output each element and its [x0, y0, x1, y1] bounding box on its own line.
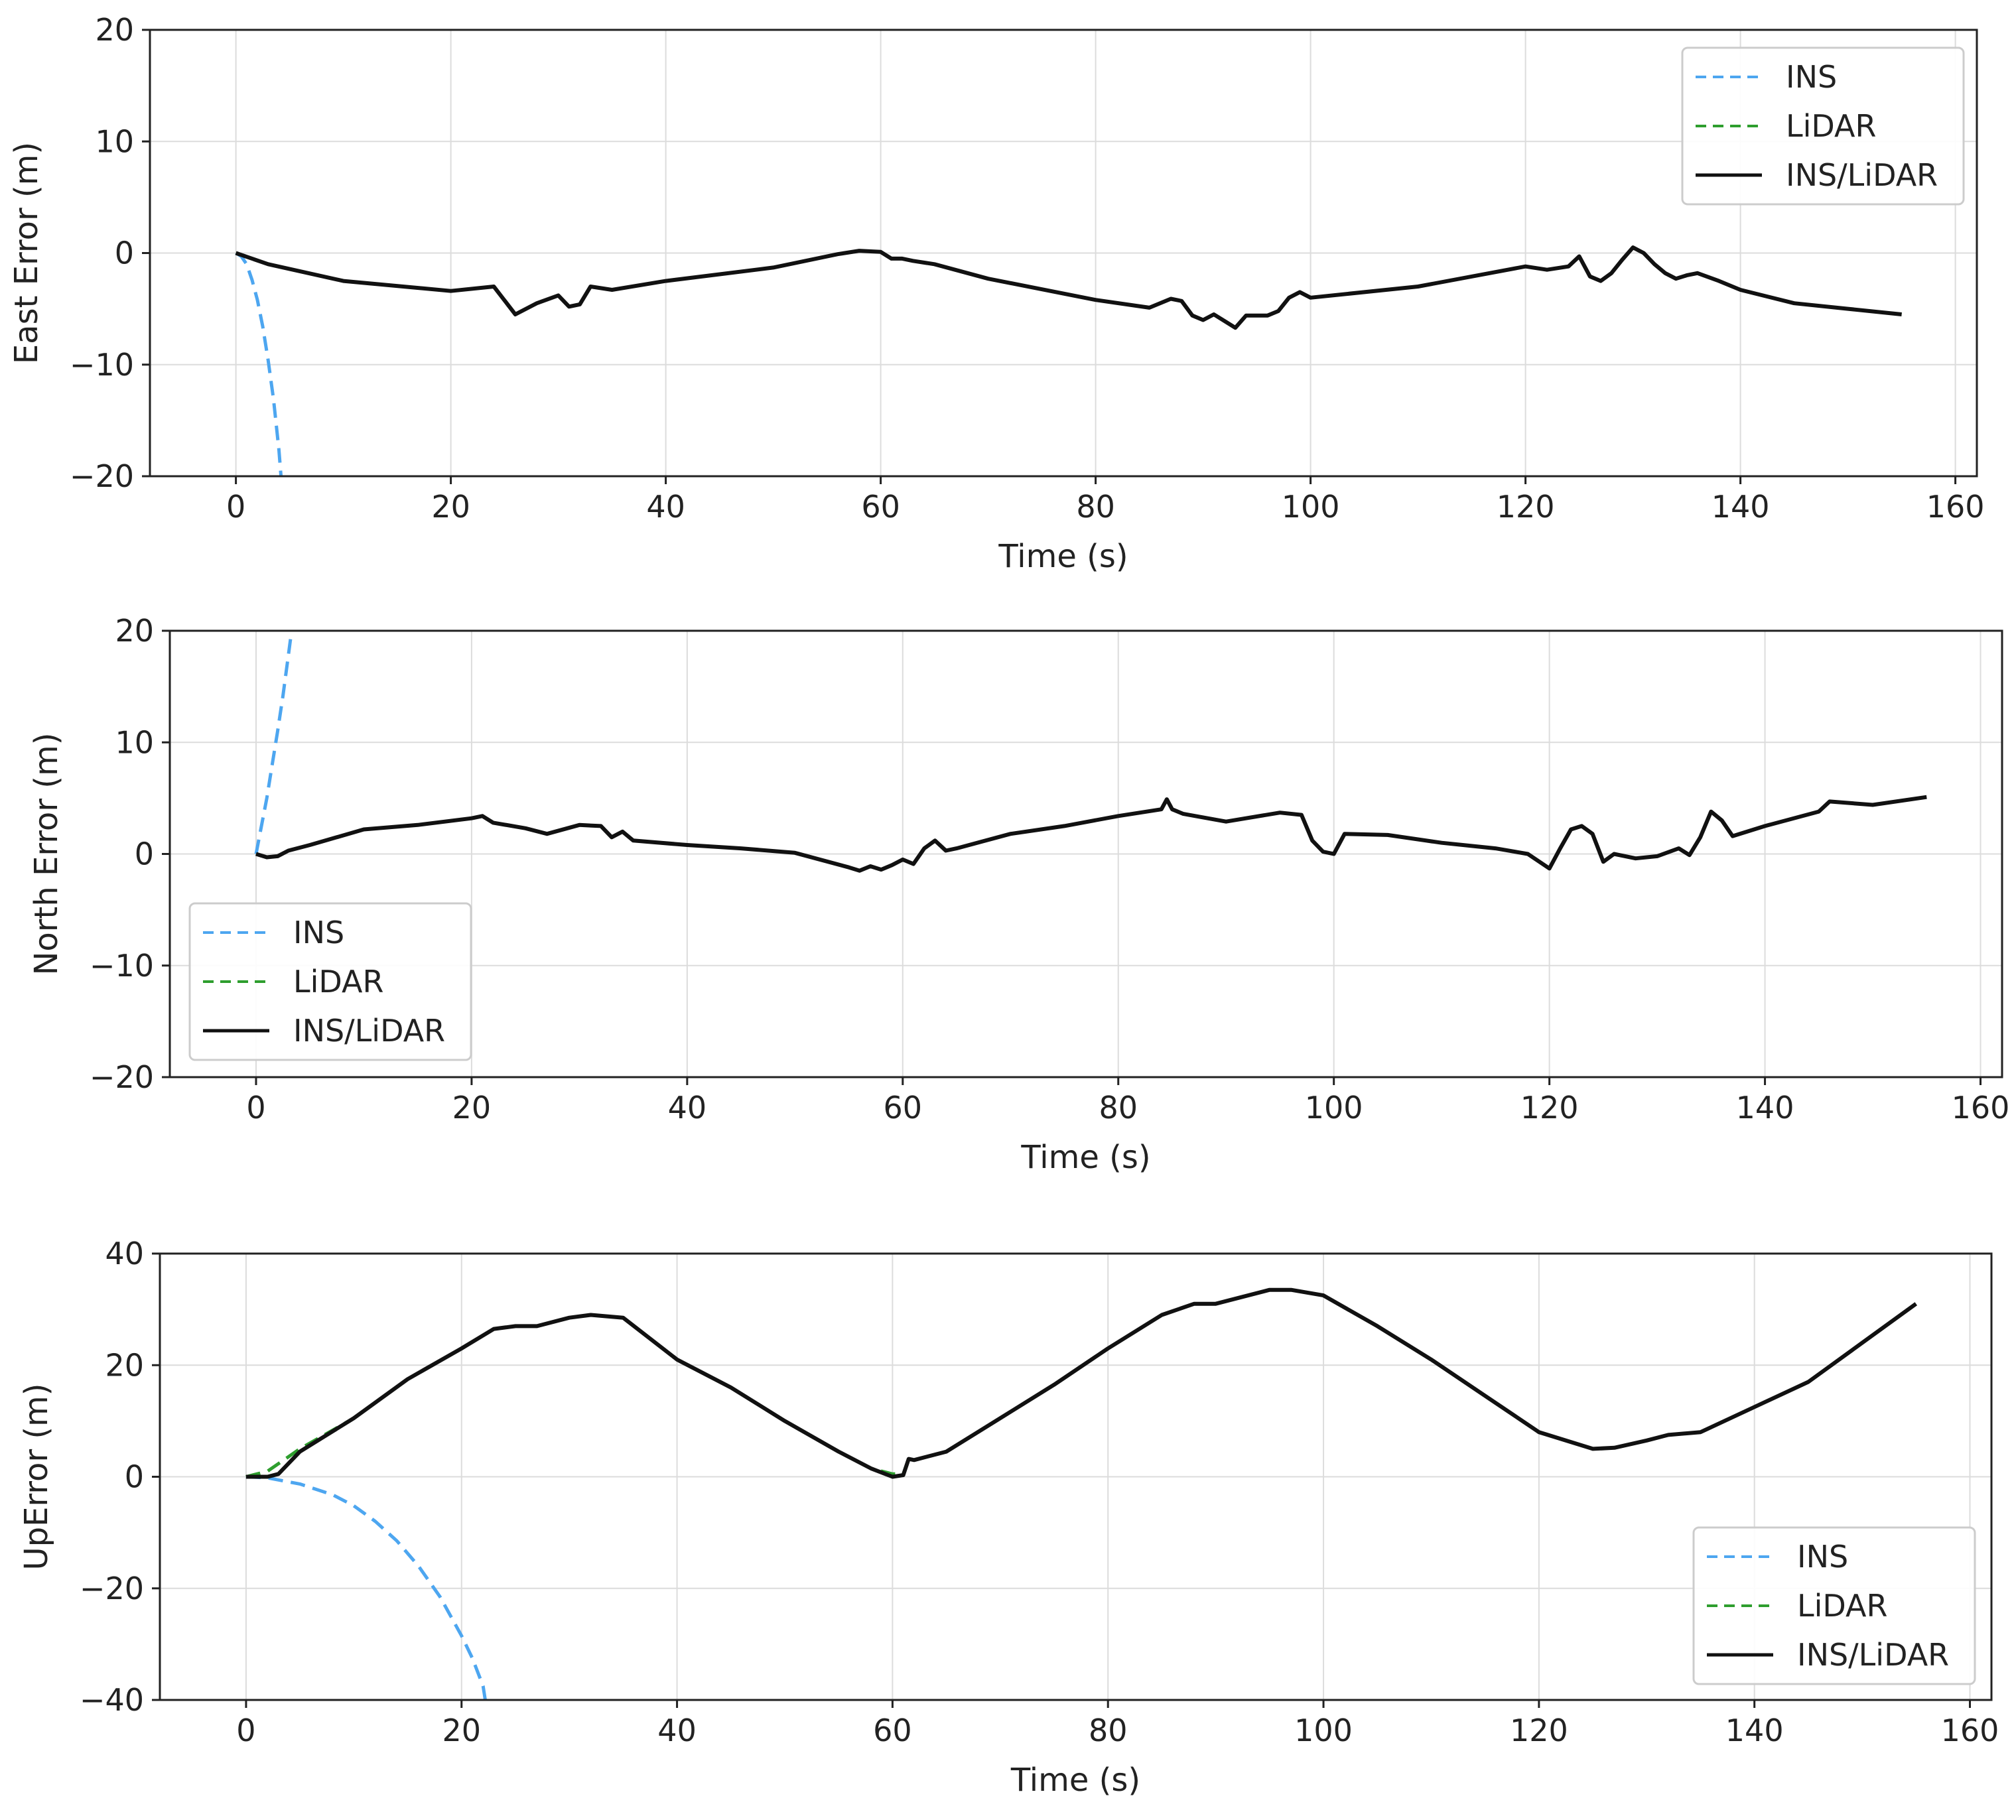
legend-label: INS	[1786, 59, 1837, 95]
y-tick-label: 20	[115, 613, 154, 649]
y-tick-label: 20	[95, 12, 134, 48]
x-tick-label: 100	[1305, 1090, 1363, 1126]
x-tick-label: 60	[884, 1090, 923, 1126]
panel-1: 0 20 40 60 80 100 120 140 160 −20 −10 0 10 20 Time (s)…	[8, 12, 1985, 575]
legend-label: INS/LiDAR	[1786, 157, 1938, 193]
x-tick-label: 80	[1099, 1090, 1138, 1126]
x-tick-label: 80	[1089, 1713, 1128, 1748]
y-tick-label: −20	[70, 458, 134, 494]
legend-box	[1692, 1526, 1976, 1685]
series-line-ins	[254, 631, 294, 854]
x-tick-label: 80	[1076, 489, 1115, 525]
x-tick-label: 160	[1941, 1713, 1999, 1748]
y-tick-label: 0	[125, 1459, 144, 1495]
legend-label: INS	[1797, 1539, 1848, 1575]
legend-label: LiDAR	[1797, 1588, 1887, 1624]
x-tick-label: 60	[873, 1713, 912, 1748]
legend: INS LiDAR INS/LiDAR	[1692, 1526, 1976, 1685]
y-tick-label: 10	[95, 123, 134, 159]
series-line-ins	[235, 251, 283, 476]
y-tick-label: 0	[115, 235, 134, 271]
series-line-ins-lidar	[255, 795, 1927, 873]
x-tick-label: 0	[246, 1090, 265, 1126]
x-tick-label: 140	[1725, 1713, 1784, 1748]
x-tick-label: 140	[1712, 489, 1770, 525]
x-tick-label: 140	[1736, 1090, 1794, 1126]
x-tick-label: 40	[646, 489, 685, 525]
y-tick-label: 10	[115, 724, 154, 760]
y-tick-label: 20	[105, 1347, 144, 1383]
legend-label: LiDAR	[293, 964, 383, 1000]
legend-label: LiDAR	[1786, 108, 1876, 144]
x-tick-label: 100	[1294, 1713, 1353, 1748]
legend-box	[188, 902, 472, 1061]
x-axis-label: Time (s)	[1010, 1762, 1140, 1799]
legend-label: INS	[293, 915, 344, 950]
y-tick-label: −10	[70, 347, 134, 383]
legend: INS LiDAR INS/LiDAR	[1681, 46, 1965, 206]
panel-2: 0 20 40 60 80 100 120 140 160 −20 −10 0 10 20 Time (s)…	[28, 613, 2009, 1176]
x-tick-label: 20	[431, 489, 470, 525]
x-axis-label: Time (s)	[998, 538, 1128, 575]
series-line-lidar	[245, 1288, 1917, 1478]
x-tick-label: 40	[657, 1713, 697, 1748]
x-tick-label: 120	[1520, 1090, 1579, 1126]
x-tick-label: 160	[1926, 489, 1985, 525]
x-tick-label: 100	[1282, 489, 1340, 525]
y-axis-label: UpError (m)	[18, 1383, 55, 1570]
x-tick-label: 120	[1510, 1713, 1568, 1748]
x-tick-label: 120	[1497, 489, 1555, 525]
series-line-ins-lidar	[235, 245, 1902, 330]
y-tick-label: −10	[90, 948, 154, 984]
legend: INS LiDAR INS/LiDAR	[188, 902, 472, 1061]
x-tick-label: 20	[442, 1713, 481, 1748]
y-axis-label: North Error (m)	[28, 733, 65, 976]
x-tick-label: 160	[1952, 1090, 2010, 1126]
x-tick-label: 20	[452, 1090, 492, 1126]
panel-3: 0 20 40 60 80 100 120 140 160 −40 −20 0 20 40 Time (s)…	[18, 1236, 1999, 1799]
y-tick-label: 40	[105, 1236, 144, 1271]
x-tick-label: 0	[226, 489, 245, 525]
x-tick-label: 40	[668, 1090, 707, 1126]
y-tick-label: −40	[80, 1682, 144, 1718]
series-line-lidar	[255, 795, 1927, 873]
x-tick-label: 60	[861, 489, 900, 525]
y-tick-label: −20	[80, 1571, 144, 1606]
y-tick-label: 0	[135, 836, 154, 872]
legend-label: INS/LiDAR	[1797, 1637, 1949, 1673]
series-line-ins	[245, 1475, 487, 1700]
x-tick-label: 0	[236, 1713, 255, 1748]
legend-box	[1681, 46, 1965, 206]
series-line-ins-lidar	[245, 1287, 1918, 1479]
legend-label: INS/LiDAR	[293, 1013, 445, 1049]
y-tick-label: −20	[90, 1059, 154, 1095]
y-axis-label: East Error (m)	[8, 142, 45, 364]
x-axis-label: Time (s)	[1020, 1139, 1150, 1176]
